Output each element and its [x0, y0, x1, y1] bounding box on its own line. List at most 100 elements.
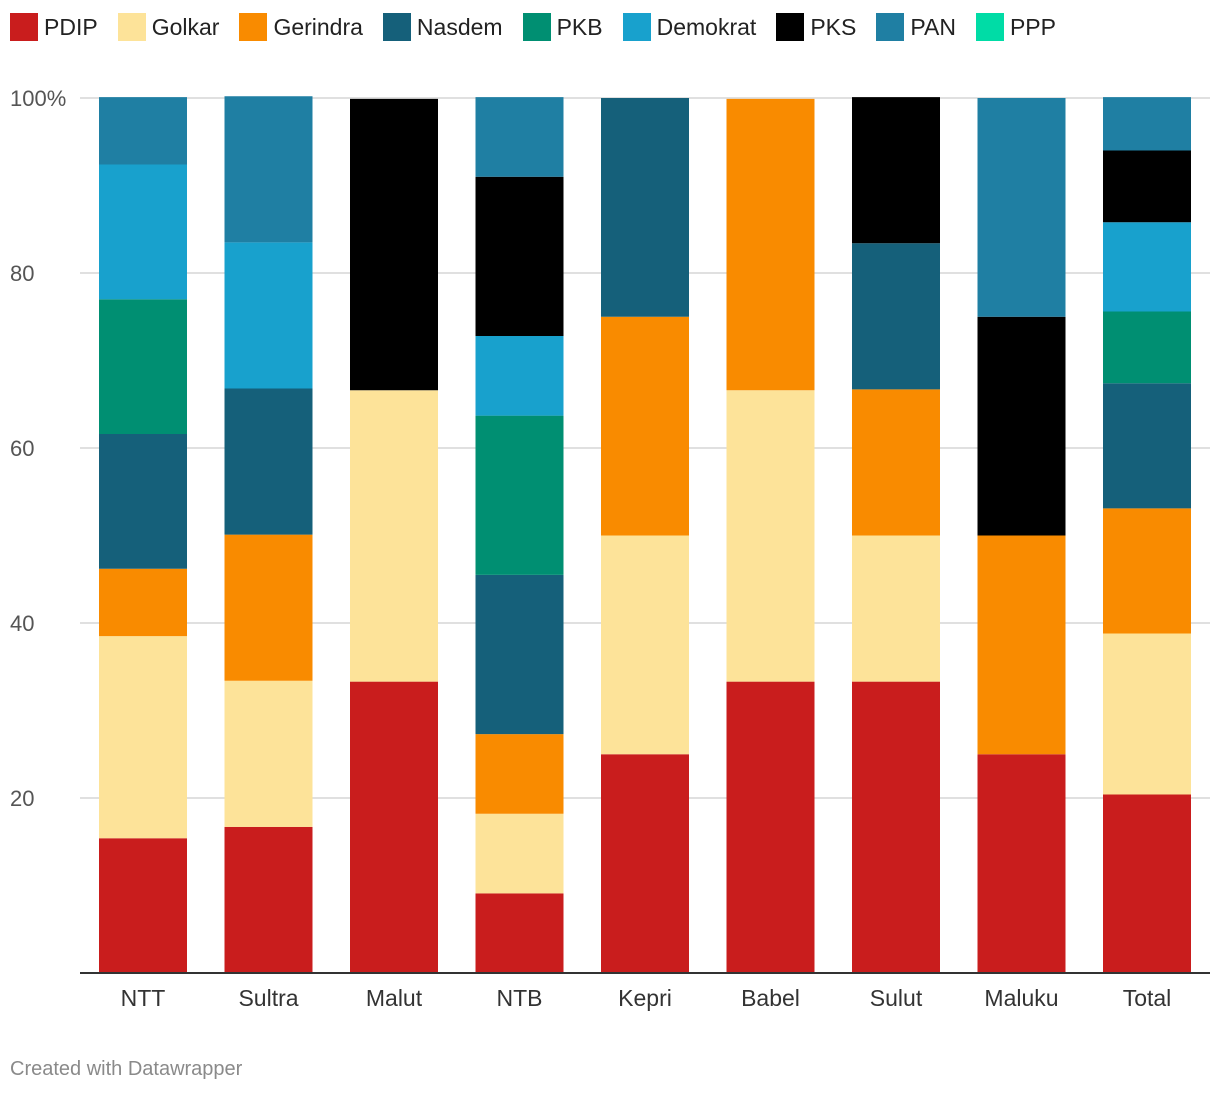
legend-label: Nasdem: [416, 13, 503, 40]
bar-stack-babel: [726, 98, 815, 973]
bar-segment-gerindra: [224, 534, 313, 681]
legend-item-nasdem: Nasdem: [382, 13, 503, 41]
bar-stack-sulut: [852, 97, 940, 973]
bar-segment-nasdem: [99, 434, 187, 569]
legend-item-golkar: Golkar: [117, 13, 220, 41]
legend-swatch: [239, 13, 268, 41]
bar-stack-ntt: [99, 97, 187, 973]
legend-label: Golkar: [151, 13, 220, 40]
legend-item-pkb: PKB: [522, 13, 603, 41]
bar-segment-pkb: [99, 299, 187, 434]
bar-segment-nasdem: [852, 243, 940, 390]
bar-segment-pdip: [475, 893, 564, 973]
bar-segment-golkar: [475, 813, 564, 894]
bar-segment-pks: [977, 316, 1066, 536]
bar-segment-pdip: [726, 681, 815, 973]
bar-segment-pan: [1103, 97, 1191, 151]
legend-label: Demokrat: [656, 13, 757, 40]
y-tick-label: 60: [10, 436, 34, 461]
legend-swatch: [975, 13, 1004, 41]
x-tick-label: Sultra: [238, 985, 298, 1011]
bar-segment-demokrat: [224, 242, 313, 389]
x-axis-labels: NTT Sultra Malut NTB Kepri Babel Sulut Maluku To…: [121, 985, 1172, 1011]
bar-segment-demokrat: [99, 164, 187, 300]
legend-label: PKS: [810, 13, 857, 40]
legend-item-pan: PAN: [876, 13, 956, 41]
x-tick-label: Kepri: [618, 985, 672, 1011]
bar-segment-pdip: [224, 826, 313, 973]
bar-segment-gerindra: [726, 98, 815, 391]
y-axis-ticks: 20 40 60 80 100%: [10, 86, 66, 811]
bar-stack-kepri: [601, 98, 689, 973]
bar-segment-pdip: [1103, 794, 1191, 973]
bar-segment-pan: [224, 96, 313, 243]
legend-swatch: [117, 13, 146, 41]
bar-segment-nasdem: [224, 388, 313, 535]
x-tick-label: Malut: [366, 985, 423, 1011]
bar-segment-demokrat: [1103, 222, 1191, 312]
legend-item-gerindra: Gerindra: [239, 13, 363, 41]
bar-segment-pdip: [350, 681, 438, 973]
bar-segment-golkar: [224, 680, 313, 827]
x-tick-label: Maluku: [984, 985, 1058, 1011]
bar-segment-pan: [977, 98, 1066, 317]
bar-segment-pdip: [852, 681, 940, 973]
legend-item-demokrat: Demokrat: [622, 13, 757, 41]
legend-label: PDIP: [44, 13, 98, 40]
bar-segment-gerindra: [475, 734, 564, 814]
legend-label: PPP: [1009, 13, 1056, 40]
bar-stack-malut: [350, 98, 438, 973]
bar-segment-gerindra: [852, 389, 940, 536]
legend-swatch: [876, 13, 905, 41]
bar-segment-nasdem: [1103, 383, 1191, 509]
bar-stack-sultra: [224, 96, 313, 973]
legend-label: Gerindra: [273, 13, 363, 40]
bar-segment-gerindra: [99, 568, 187, 637]
x-tick-label: NTB: [497, 985, 543, 1011]
legend-label: PKB: [556, 13, 603, 40]
bar-segment-nasdem: [475, 574, 564, 735]
bar-segment-gerindra: [977, 535, 1066, 755]
y-tick-label: 40: [10, 611, 34, 636]
legend-item-pks: PKS: [776, 13, 856, 41]
datawrapper-credit[interactable]: Created with Datawrapper: [10, 1058, 243, 1080]
x-tick-label: Sulut: [870, 985, 923, 1011]
bar-segment-pan: [99, 97, 187, 165]
bar-segment-golkar: [852, 535, 940, 682]
legend-swatch: [382, 13, 411, 41]
bar-segment-golkar: [99, 636, 187, 839]
bar-segment-pdip: [601, 754, 689, 973]
bar-segment-pdip: [977, 754, 1066, 973]
bar-segment-pdip: [99, 838, 187, 973]
legend-swatch: [622, 13, 651, 41]
bars: [99, 96, 1191, 973]
x-tick-label: NTT: [121, 985, 166, 1011]
bar-segment-pkb: [1103, 311, 1191, 384]
bar-segment-golkar: [601, 535, 689, 755]
bar-segment-golkar: [350, 390, 438, 682]
bar-segment-pks: [852, 97, 940, 244]
legend-swatch: [522, 13, 551, 41]
bar-segment-gerindra: [601, 316, 689, 536]
legend-swatch: [776, 13, 805, 41]
bar-segment-nasdem: [601, 98, 689, 317]
bar-segment-pkb: [475, 415, 564, 575]
bar-segment-golkar: [726, 390, 815, 682]
bar-segment-pks: [350, 98, 438, 391]
legend-label: PAN: [910, 13, 956, 40]
legend-item-pdip: PDIP: [10, 13, 98, 41]
x-tick-label: Babel: [741, 985, 800, 1011]
y-tick-label: 80: [10, 261, 34, 286]
bar-stack-maluku: [977, 98, 1066, 973]
bar-segment-golkar: [1103, 633, 1191, 795]
bar-segment-pks: [475, 176, 564, 336]
x-tick-label: Total: [1123, 985, 1172, 1011]
bar-segment-pks: [1103, 150, 1191, 223]
chart-legend: PDIP Golkar Gerindra Nasdem PKB Demokrat PKS PA…: [10, 12, 1076, 42]
bar-stack-total: [1103, 97, 1191, 973]
legend-swatch: [10, 13, 38, 41]
bar-segment-demokrat: [475, 336, 564, 416]
y-tick-label: 100%: [10, 86, 66, 111]
legend-item-ppp: PPP: [975, 13, 1056, 41]
